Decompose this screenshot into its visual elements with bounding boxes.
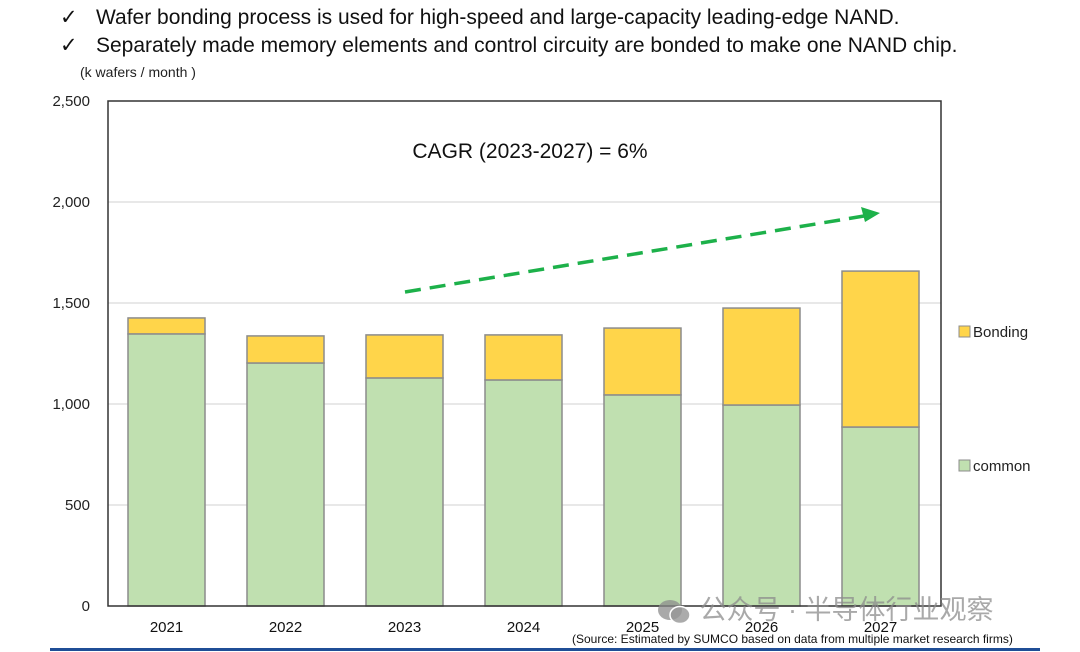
y-tick-label: 1,500 [52,295,90,312]
bar-common-2026 [722,404,801,607]
bar-common-2027 [841,426,920,607]
bullet-1: ✓ Wafer bonding process is used for high-… [60,5,900,30]
y-tick-label: 500 [65,497,90,514]
bar-bonding-2026 [722,307,801,406]
y-tick-label: 1,000 [52,396,90,413]
cagr-annotation: CAGR (2023-2027) = 6% [412,140,647,163]
check-icon: ✓ [60,34,78,57]
plot-frame [107,100,942,607]
bar-common-2025 [603,394,682,607]
watermark: 公众号 · 半导体行业观察 [656,588,994,627]
legend: Bonding common [958,324,1031,475]
bullet-text: Wafer bonding process is used for high-s… [96,6,900,29]
y-tick-label: 2,500 [52,93,90,110]
bullet-2: ✓ Separately made memory elements and con… [60,33,957,58]
y-tick-label: 0 [82,598,90,615]
bars [127,270,920,607]
trend-arrow-line [404,214,865,294]
legend-swatch-common [958,459,971,472]
bar-bonding-2025 [603,327,682,396]
trend-arrow [404,207,880,294]
footer-divider [50,648,1040,651]
legend-label-bonding: Bonding [973,324,1028,341]
x-tick-label: 2021 [150,619,183,636]
source-note: (Source: Estimated by SUMCO based on dat… [572,632,1013,646]
trend-arrow-head [861,207,880,222]
check-icon: ✓ [60,6,78,29]
y-tick-label: 2,000 [52,194,90,211]
x-tick-label: 2026 [745,619,778,636]
bar-common-2023 [365,377,444,607]
x-tick-label: 2024 [507,619,540,636]
y-tick-labels: 0 500 1,000 1,500 2,000 2,500 [52,93,90,615]
x-tick-label: 2023 [388,619,421,636]
x-tick-label: 2025 [626,619,659,636]
bullet-text: Separately made memory elements and cont… [96,34,958,57]
bar-bonding-2023 [365,334,444,379]
x-tick-label: 2027 [864,619,897,636]
legend-label-common: common [973,458,1031,475]
bar-bonding-2022 [246,335,325,364]
legend-swatch-bonding [958,325,971,338]
x-tick-labels: 2021 2022 2023 2024 2025 2026 2027 [150,619,897,636]
bar-common-2021 [127,333,206,607]
watermark-text: 公众号 · 半导体行业观察 [699,595,994,625]
bar-common-2024 [484,379,563,607]
bar-bonding-2027 [841,270,920,428]
wechat-icon [656,598,692,626]
y-axis-unit-label: (k wafers / month ) [80,64,196,80]
bar-bonding-2024 [484,334,563,381]
x-tick-label: 2022 [269,619,302,636]
bar-common-2022 [246,362,325,607]
bar-bonding-2021 [127,317,206,335]
